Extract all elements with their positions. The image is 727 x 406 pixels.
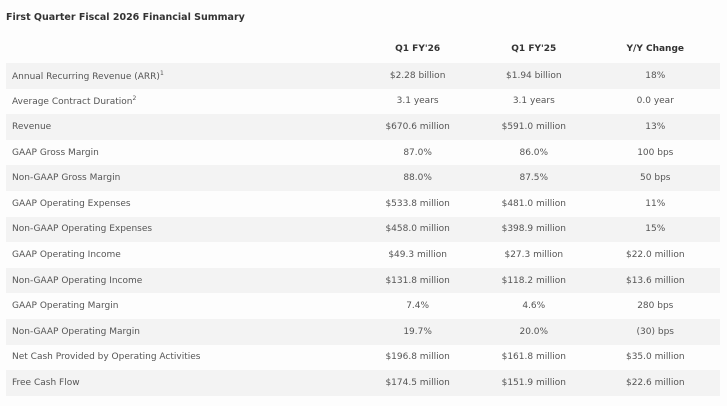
q1fy25-value: 3.1 years [512, 96, 555, 107]
column-header-yy-change: Y/Y Change [626, 44, 685, 54]
column-header-metric [6, 35, 358, 63]
table-row: Net Cash Provided by Operating Activitie… [6, 345, 720, 371]
table-title: First Quarter Fiscal 2026 Financial Summ… [6, 12, 245, 23]
row-label: GAAP Operating Margin [6, 293, 358, 319]
footnote-marker: 1 [159, 69, 164, 77]
table-row: Non-GAAP Operating Income $131.8 million $… [6, 267, 720, 294]
table-row: Average Contract Duration2 3.1 years 3.1 y… [6, 89, 720, 115]
yy-change-value: 11% [645, 198, 666, 209]
q1fy25-value: $118.2 million [477, 267, 591, 294]
yy-change-value: $22.6 million [590, 370, 720, 396]
row-label: Free Cash Flow [6, 370, 359, 396]
row-label: Non-GAAP Operating Income [6, 267, 359, 294]
row-label: Annual Recurring Revenue (ARR)1 [6, 63, 359, 89]
q1fy25-value: 87.5% [477, 165, 591, 191]
q1fy25-value: $591.0 million [477, 114, 591, 140]
q1fy26-value: 3.1 years [396, 96, 439, 107]
row-label: Non-GAAP Operating Expenses [6, 216, 359, 243]
footnote-marker: 2 [132, 95, 137, 103]
q1fy25-value: $151.9 million [477, 370, 591, 396]
q1fy26-value: $2.28 billion [358, 63, 478, 89]
q1fy25-value: 20.0% [477, 318, 591, 345]
table-row: GAAP Operating Income $49.3 million $27.3 … [6, 242, 720, 268]
yy-change-value: 0.0 year [636, 96, 674, 107]
yy-change-value: $35.0 million [625, 352, 685, 363]
row-label: Non-GAAP Operating Margin [6, 318, 359, 345]
row-label-text: Revenue [12, 121, 52, 132]
row-label-text: Annual Recurring Revenue (ARR) [12, 71, 160, 82]
row-label-text: GAAP Operating Expenses [12, 198, 131, 209]
q1fy26-value: 88.0% [358, 165, 478, 191]
column-header-q1fy26: Q1 FY'26 [395, 44, 441, 54]
q1fy25-value: $27.3 million [504, 249, 564, 260]
table-row: GAAP Gross Margin 87.0% 86.0% 100 bps [6, 140, 720, 166]
row-label-text: Free Cash Flow [12, 377, 80, 388]
row-label-text: GAAP Operating Income [12, 249, 121, 260]
row-label: GAAP Operating Expenses [6, 191, 358, 217]
q1fy26-value: $131.8 million [358, 267, 478, 294]
row-label-text: Average Contract Duration [12, 97, 133, 108]
row-label-text: Non-GAAP Operating Income [12, 275, 143, 286]
q1fy26-value: $458.0 million [358, 216, 478, 243]
yy-change-value: 280 bps [637, 301, 674, 312]
yy-change-value: 13% [590, 114, 720, 140]
q1fy26-value: $174.5 million [358, 370, 478, 396]
financial-summary-table: Q1 FY'26 Q1 FY'25 Y/Y Change Annual Recu… [6, 35, 720, 396]
yy-change-value: 18% [590, 63, 720, 89]
q1fy25-value: $1.94 billion [477, 63, 591, 89]
row-label: Revenue [6, 114, 359, 140]
q1fy26-value: $670.6 million [358, 114, 478, 140]
row-label: GAAP Gross Margin [6, 140, 358, 166]
row-label: GAAP Operating Income [6, 242, 358, 268]
table-row: Non-GAAP Operating Expenses $458.0 millio… [6, 216, 720, 243]
q1fy26-value: $49.3 million [388, 249, 447, 260]
q1fy25-value: 86.0% [519, 147, 549, 158]
q1fy25-value: $398.9 million [477, 216, 591, 243]
q1fy26-value: 7.4% [406, 301, 430, 312]
row-label-text: Net Cash Provided by Operating Activitie… [12, 352, 201, 363]
row-label-text: Non-GAAP Gross Margin [12, 173, 121, 184]
table-row: Free Cash Flow $174.5 million $151.9 milli… [6, 370, 720, 396]
row-label: Non-GAAP Gross Margin [6, 165, 359, 191]
q1fy26-value: 19.7% [358, 318, 478, 345]
q1fy25-value: $161.8 million [501, 352, 566, 363]
table-row: Non-GAAP Gross Margin 88.0% 87.5% 50 bps [6, 165, 720, 191]
header-row: Q1 FY'26 Q1 FY'25 Y/Y Change [6, 35, 720, 63]
table-row: GAAP Operating Margin 7.4% 4.6% 280 bps [6, 293, 720, 319]
row-label-text: Non-GAAP Operating Margin [12, 326, 140, 337]
yy-change-value: 15% [590, 216, 720, 243]
table-row: GAAP Operating Expenses $533.8 million $48… [6, 191, 720, 217]
yy-change-value: 50 bps [590, 165, 720, 191]
table-row: Revenue $670.6 million $591.0 million 13% [6, 114, 720, 140]
q1fy26-value: 87.0% [403, 147, 432, 158]
row-label-text: GAAP Operating Margin [12, 301, 119, 312]
column-header-q1fy25: Q1 FY'25 [511, 44, 557, 54]
yy-change-value: $22.0 million [625, 249, 685, 260]
table-row: Annual Recurring Revenue (ARR)1 $2.28 bil… [6, 63, 720, 89]
q1fy25-value: 4.6% [522, 301, 546, 312]
row-label: Net Cash Provided by Operating Activitie… [6, 345, 358, 371]
row-label-text: GAAP Gross Margin [12, 147, 99, 158]
yy-change-value: (30) bps [590, 318, 720, 345]
q1fy25-value: $481.0 million [501, 198, 566, 209]
row-label-text: Non-GAAP Operating Expenses [12, 224, 153, 235]
yy-change-value: 100 bps [637, 147, 674, 158]
table-row: Non-GAAP Operating Margin 19.7% 20.0% (30) … [6, 318, 720, 345]
yy-change-value: $13.6 million [590, 267, 720, 294]
row-label: Average Contract Duration2 [6, 89, 358, 115]
q1fy26-value: $196.8 million [385, 352, 450, 363]
q1fy26-value: $533.8 million [385, 198, 450, 209]
